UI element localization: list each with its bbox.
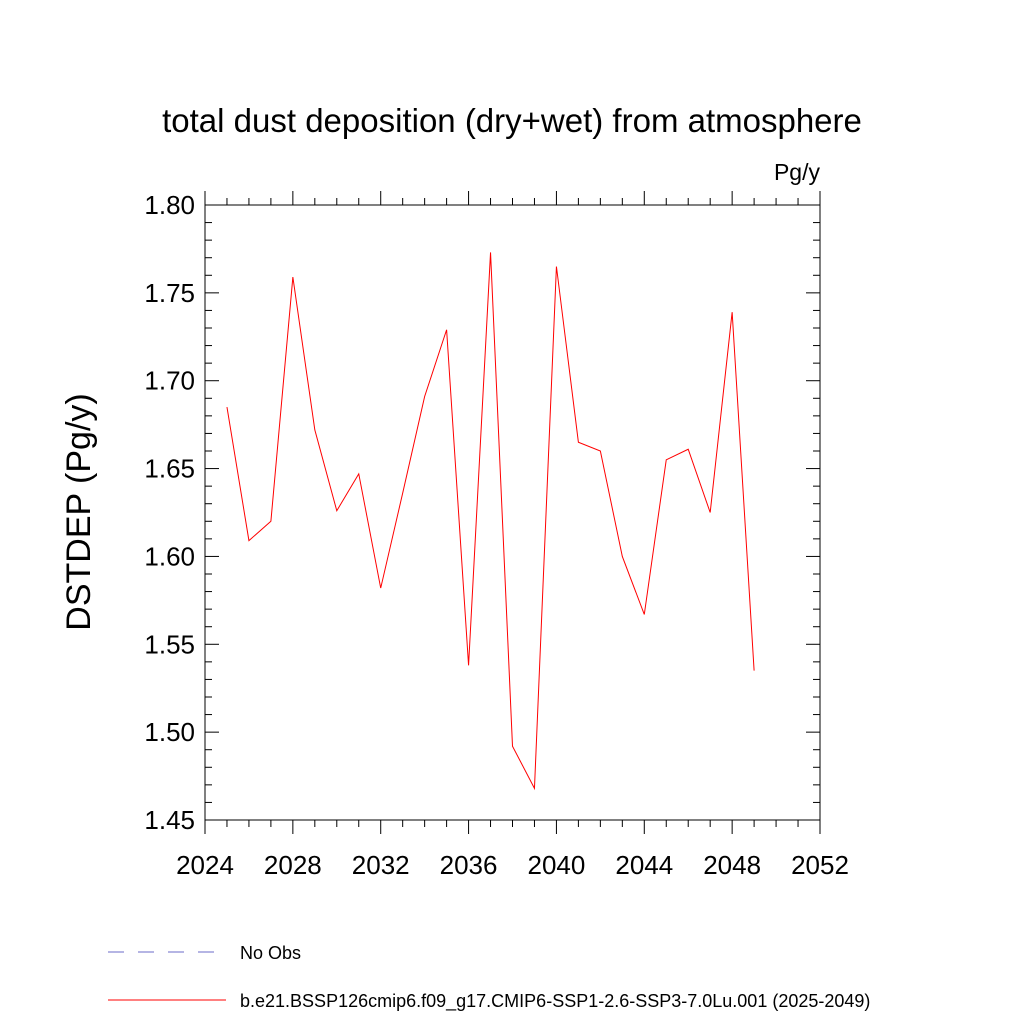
y-axis-label: DSTDEP (Pg/y) (60, 393, 98, 630)
plot-frame (204, 204, 821, 821)
legend-label: No Obs (240, 943, 301, 963)
legend: No Obs b.e21.BSSP126cmip6.f09_g17.CMIP6-S… (108, 943, 870, 1012)
y-tick-label: 1.55 (144, 629, 195, 659)
x-tick-label: 2032 (352, 850, 410, 880)
legend-label: b.e21.BSSP126cmip6.f09_g17.CMIP6-SSP1-2.… (240, 991, 870, 1012)
series-line (226, 252, 755, 791)
units-label: Pg/y (774, 159, 821, 185)
x-tick-label: 2040 (528, 850, 586, 880)
x-tick-label: 2044 (615, 850, 673, 880)
y-tick-label: 1.50 (144, 717, 195, 747)
y-tick-label: 1.70 (144, 366, 195, 396)
axis-ticks (204, 191, 821, 834)
x-tick-label: 2052 (791, 850, 849, 880)
y-tick-label: 1.75 (144, 278, 195, 308)
y-tick-label: 1.60 (144, 541, 195, 571)
x-tick-label: 2024 (176, 850, 234, 880)
y-tick-label: 1.65 (144, 454, 195, 484)
y-tick-label: 1.80 (144, 190, 195, 220)
chart-title: total dust deposition (dry+wet) from atm… (162, 102, 862, 139)
x-tick-label: 2036 (440, 850, 498, 880)
x-tick-label: 2028 (264, 850, 322, 880)
axis-tick-labels: 2024 2028 2032 2036 2040 2044 2048 2052 1.45 1.50… (144, 190, 849, 880)
y-tick-label: 1.45 (144, 805, 195, 835)
x-tick-label: 2048 (703, 850, 761, 880)
series-group (226, 252, 755, 791)
